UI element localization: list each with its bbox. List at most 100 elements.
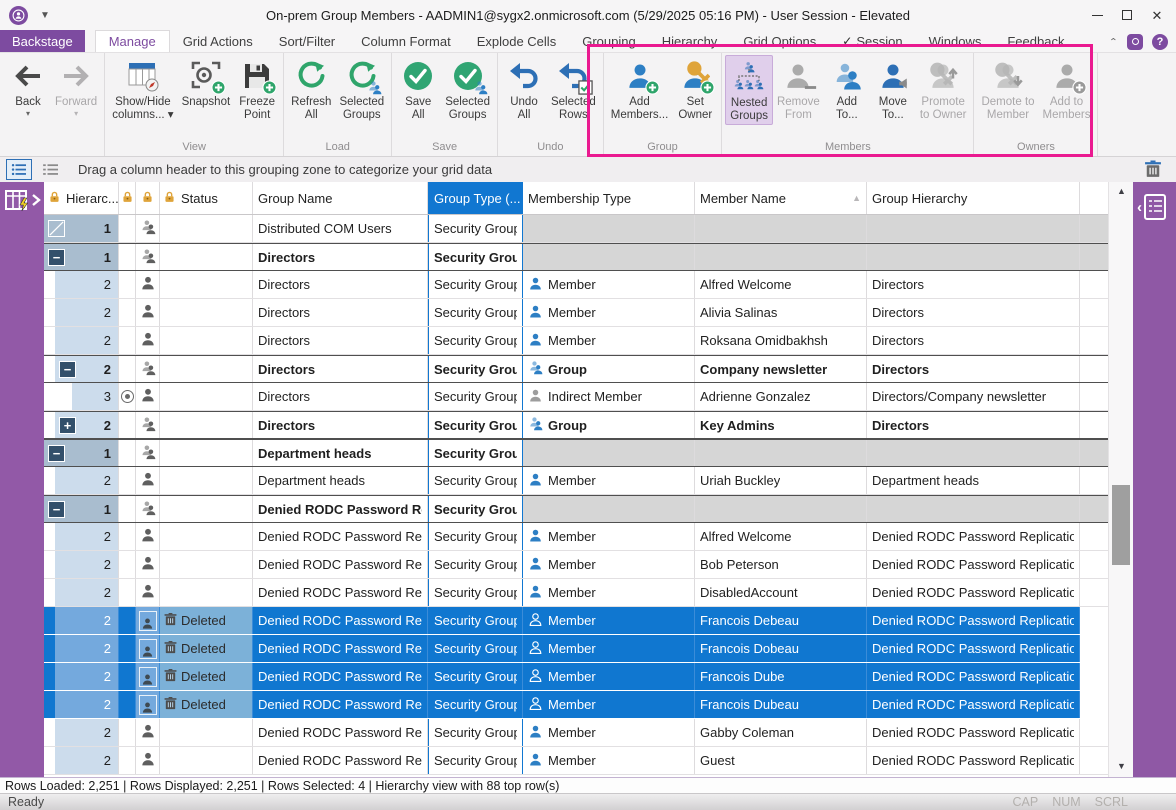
collapse-button[interactable]: − [48, 249, 65, 266]
cell-group-type[interactable]: Security Group [428, 551, 523, 578]
add-members-button[interactable]: Add Members... [607, 55, 673, 123]
cell-group-type[interactable]: Security Group [428, 440, 523, 466]
collapse-ribbon-chevron-icon[interactable]: ⌃ [1109, 36, 1118, 46]
cell-membership-type[interactable] [523, 215, 695, 242]
cell-filler[interactable] [1080, 607, 1108, 634]
show-hide-columns-button[interactable]: Show/Hide columns... ▾ [108, 55, 177, 123]
cell-membership-type[interactable]: Member [523, 691, 695, 718]
cell-filler[interactable] [1080, 383, 1108, 410]
tab-backstage[interactable]: Backstage [0, 30, 85, 52]
table-row[interactable]: 2 Denied RODC Password ReplSecurity Group… [44, 719, 1108, 747]
tab-explode-cells[interactable]: Explode Cells [464, 30, 570, 52]
table-row[interactable]: 2DeletedDenied RODC Password ReplSecurit… [44, 691, 1108, 719]
cell-membership-type[interactable]: Member [523, 719, 695, 746]
expand-button[interactable]: + [59, 417, 76, 434]
grouping-zone[interactable]: Drag a column header to this grouping zo… [0, 157, 1176, 182]
nested-groups-button[interactable]: Nested Groups [725, 55, 773, 125]
tab-feedback[interactable]: Feedback [994, 30, 1077, 52]
tab-manage[interactable]: Manage [95, 30, 170, 52]
tab-column-format[interactable]: Column Format [348, 30, 464, 52]
column-header-group-hierarchy[interactable]: Group Hierarchy [867, 182, 1080, 214]
scroll-down-icon[interactable]: ▼ [1109, 757, 1134, 774]
help-icon[interactable]: ? [1152, 34, 1168, 50]
cell-group-hierarchy[interactable]: Denied RODC Password Replication ( [867, 719, 1080, 746]
cell-group-hierarchy[interactable]: Directors [867, 299, 1080, 326]
cell-group-type[interactable]: Security Group [428, 691, 523, 718]
cell-group-type[interactable]: Security Group [428, 244, 523, 270]
cell-member-name[interactable]: Bob Peterson [695, 551, 867, 578]
table-row[interactable]: −1Department headsSecurity Group [44, 439, 1108, 467]
cell-filler[interactable] [1080, 523, 1108, 550]
flat-view-toggle[interactable] [38, 159, 64, 180]
cell-hierarchy[interactable]: 3 [44, 383, 119, 410]
cell-group-name[interactable]: Denied RODC Password Repl [253, 607, 428, 634]
scroll-up-icon[interactable]: ▲ [1109, 182, 1134, 199]
cell-group-hierarchy[interactable]: Denied RODC Password Replication ( [867, 663, 1080, 690]
cell-member-name[interactable] [695, 496, 867, 522]
grid-left-panel[interactable] [0, 182, 44, 777]
cell-group-type[interactable]: Security Group [428, 496, 523, 522]
cell-filler[interactable] [1080, 467, 1108, 494]
table-row[interactable]: +2DirectorsSecurity GroupGroupKey Admins… [44, 411, 1108, 439]
cell-membership-type[interactable] [523, 440, 695, 466]
cell-member-name[interactable]: Francois Dobeau [695, 635, 867, 662]
freeze-point-button[interactable]: Freeze Point [234, 55, 280, 123]
cell-group-name[interactable]: Denied RODC Password Repl [253, 635, 428, 662]
cell-membership-type[interactable]: Member [523, 327, 695, 354]
selected-groups-button[interactable]: Selected Groups [335, 55, 388, 123]
cell-membership-type[interactable]: Member [523, 523, 695, 550]
cell-group-name[interactable]: Directors [253, 271, 428, 298]
add-to-button[interactable]: Add To... [824, 55, 870, 123]
table-row[interactable]: 2DirectorsSecurity GroupMemberAlivia Sal… [44, 299, 1108, 327]
cell-hierarchy[interactable]: 1 [44, 215, 119, 242]
cell-filler[interactable] [1080, 719, 1108, 746]
cell-hierarchy[interactable]: 2 [44, 271, 119, 298]
cell-group-type[interactable]: Security Group [428, 719, 523, 746]
cell-hierarchy[interactable]: −1 [44, 496, 119, 522]
table-row[interactable]: 2Denied RODC Password ReplSecurity Group… [44, 747, 1108, 775]
tab-sort-filter[interactable]: Sort/Filter [266, 30, 348, 52]
cell-group-hierarchy[interactable]: Denied RODC Password Replication ( [867, 523, 1080, 550]
expand-side-panel-button[interactable]: ‹ [1137, 194, 1176, 220]
cell-hierarchy[interactable]: 2 [44, 719, 119, 746]
cell-membership-type[interactable]: Group [523, 356, 695, 382]
back-button[interactable]: Back▾ [5, 55, 51, 119]
cell-filler[interactable] [1080, 271, 1108, 298]
cell-filler[interactable] [1080, 327, 1108, 354]
cell-group-hierarchy[interactable]: Department heads [867, 467, 1080, 494]
cell-member-name[interactable] [695, 244, 867, 270]
tab-grid-options[interactable]: Grid Options [730, 30, 829, 52]
cell-membership-type[interactable]: Member [523, 747, 695, 774]
hierarchy-view-toggle[interactable] [6, 159, 32, 180]
cell-filler[interactable] [1080, 747, 1108, 774]
table-row[interactable]: 2DirectorsSecurity GroupMemberRoksana Om… [44, 327, 1108, 355]
table-row[interactable]: 2DeletedDenied RODC Password ReplSecurit… [44, 663, 1108, 691]
cell-filler[interactable] [1080, 244, 1108, 270]
cell-filler[interactable] [1080, 440, 1108, 466]
cell-group-name[interactable]: Denied RODC Password Repl [253, 719, 428, 746]
cell-member-name[interactable]: Uriah Buckley [695, 467, 867, 494]
cell-group-name[interactable]: Denied RODC Password Repl [253, 523, 428, 550]
cell-group-hierarchy[interactable]: Denied RODC Password Replication ( [867, 635, 1080, 662]
table-row[interactable]: 1Distributed COM UsersSecurity Group [44, 215, 1108, 243]
save-all-button[interactable]: Save All [395, 55, 441, 123]
tab-windows[interactable]: Windows [916, 30, 995, 52]
cell-member-name[interactable]: Francois Dubeau [695, 691, 867, 718]
selected-rows-button[interactable]: Selected Rows [547, 55, 600, 123]
set-owner-button[interactable]: Set Owner [672, 55, 718, 123]
table-row[interactable]: 2DeletedDenied RODC Password ReplSecurit… [44, 607, 1108, 635]
cell-group-hierarchy[interactable]: Directors [867, 356, 1080, 382]
cell-group-hierarchy[interactable]: Directors [867, 412, 1080, 438]
tab-hierarchy[interactable]: Hierarchy [649, 30, 731, 52]
cell-group-hierarchy[interactable] [867, 215, 1080, 242]
cell-membership-type[interactable] [523, 244, 695, 270]
tab-grouping[interactable]: Grouping [569, 30, 648, 52]
cell-group-type[interactable]: Security Group [428, 579, 523, 606]
cell-group-name[interactable]: Department heads [253, 467, 428, 494]
cell-hierarchy[interactable]: 2 [44, 747, 119, 774]
column-header-hierarc[interactable]: Hierarc... [44, 182, 119, 214]
cell-group-type[interactable]: Security Group [428, 299, 523, 326]
cell-membership-type[interactable]: Member [523, 579, 695, 606]
cell-group-type[interactable]: Security Group [428, 747, 523, 774]
cell-member-name[interactable]: Gabby Coleman [695, 719, 867, 746]
